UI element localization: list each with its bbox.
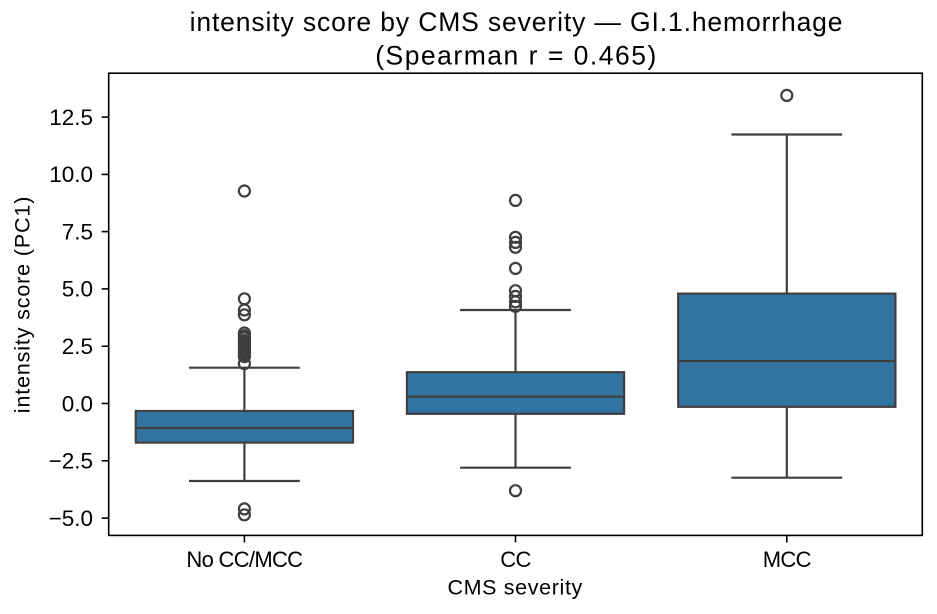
svg-text:−2.5: −2.5 <box>49 449 93 474</box>
svg-text:CMS severity: CMS severity <box>447 576 583 600</box>
svg-text:0.0: 0.0 <box>62 391 93 416</box>
svg-text:intensity score by CMS severit: intensity score by CMS severity — GI.1.h… <box>190 7 844 37</box>
svg-text:7.5: 7.5 <box>62 219 93 244</box>
svg-text:−5.0: −5.0 <box>49 506 93 531</box>
svg-text:5.0: 5.0 <box>62 277 93 302</box>
svg-text:No CC/MCC: No CC/MCC <box>186 547 303 572</box>
svg-text:intensity score (PC1): intensity score (PC1) <box>11 196 35 413</box>
svg-text:10.0: 10.0 <box>49 162 93 187</box>
svg-text:(Spearman r = 0.465): (Spearman r = 0.465) <box>375 41 658 71</box>
svg-text:2.5: 2.5 <box>62 334 93 359</box>
svg-text:CC: CC <box>500 547 531 572</box>
svg-text:12.5: 12.5 <box>49 105 93 130</box>
svg-text:MCC: MCC <box>763 547 812 572</box>
